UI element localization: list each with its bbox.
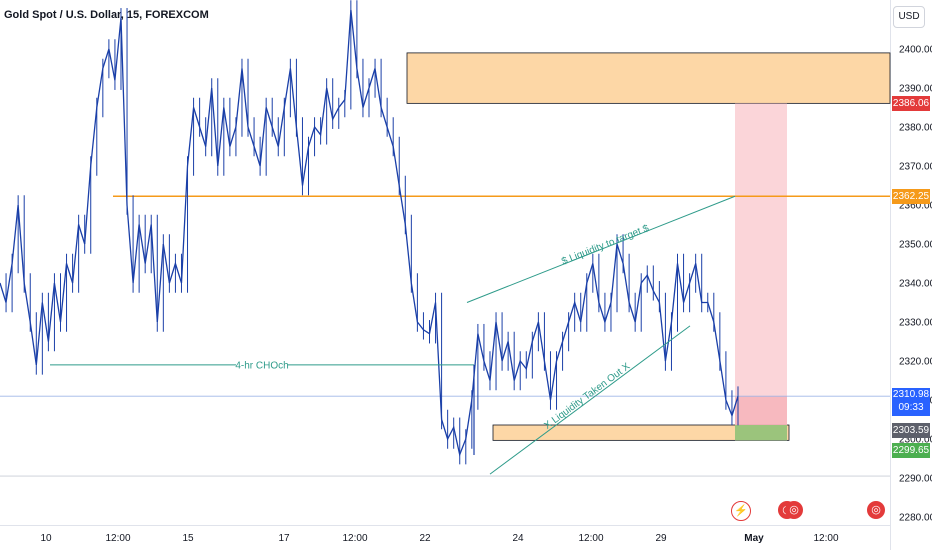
x-tick-label: 12:00	[578, 533, 603, 544]
entry-box	[735, 424, 787, 441]
x-tick-label: 24	[512, 533, 524, 544]
price-badge-value: 2310.98	[892, 389, 930, 401]
choch-label-bg	[236, 358, 288, 371]
y-tick-label: 2280.00	[899, 513, 932, 524]
price-badge: 2362.25	[892, 188, 930, 204]
y-tick-label: 2330.00	[899, 318, 932, 329]
y-tick-label: 2360.00	[899, 201, 932, 212]
liquidity-target-line	[466, 195, 736, 303]
price-series-line	[0, 9, 739, 457]
time-axis-divider	[0, 525, 890, 526]
us-flag-event-icon[interactable]: ◎	[785, 501, 803, 519]
y-tick-label: 2350.00	[899, 240, 932, 251]
y-tick-label: 2290.00	[899, 474, 932, 485]
x-tick-label: 15	[182, 533, 194, 544]
liquidity-target-label: $ Liquidity to target $	[560, 223, 651, 268]
price-badge: 2386.06	[892, 95, 930, 111]
y-tick-label: 2390.00	[899, 84, 932, 95]
y-tick-label: 2300.00	[899, 435, 932, 446]
price-axis-divider	[890, 0, 891, 550]
price-badge-countdown: 09:33	[898, 402, 924, 414]
x-tick-label: 22	[419, 533, 431, 544]
x-tick-label: 12:00	[813, 533, 838, 544]
y-tick-label: 2320.00	[899, 357, 932, 368]
y-tick-label: 2400.00	[899, 45, 932, 56]
x-tick-label: 29	[655, 533, 667, 544]
x-tick-label: 17	[278, 533, 290, 544]
stop-box	[735, 396, 787, 425]
chart-title: Gold Spot / U.S. Dollar, 15, FOREXCOM	[4, 9, 209, 21]
us-flag-event-icon[interactable]: ◎	[867, 501, 885, 519]
y-tick-label: 2340.00	[899, 279, 932, 290]
y-tick-label: 2370.00	[899, 162, 932, 173]
x-tick-label: 10	[40, 533, 52, 544]
liquidity-taken-line	[489, 325, 691, 475]
target-range-box	[735, 103, 787, 425]
demand-zone	[492, 424, 790, 441]
currency-button[interactable]: USD	[893, 6, 925, 28]
lightning-event-icon[interactable]: ⚡	[731, 501, 751, 521]
x-tick-label: 12:00	[105, 533, 130, 544]
x-tick-label: May	[744, 533, 764, 544]
price-badge: 2299.65	[892, 443, 930, 459]
price-badge: 2310.98 09:33	[892, 388, 930, 417]
price-badge: 2303.59	[892, 422, 930, 438]
supply-zone	[406, 52, 891, 104]
y-tick-label: 2380.00	[899, 123, 932, 134]
choch-label: 4-hr CHOch	[235, 360, 288, 371]
x-tick-label: 12:00	[342, 533, 367, 544]
